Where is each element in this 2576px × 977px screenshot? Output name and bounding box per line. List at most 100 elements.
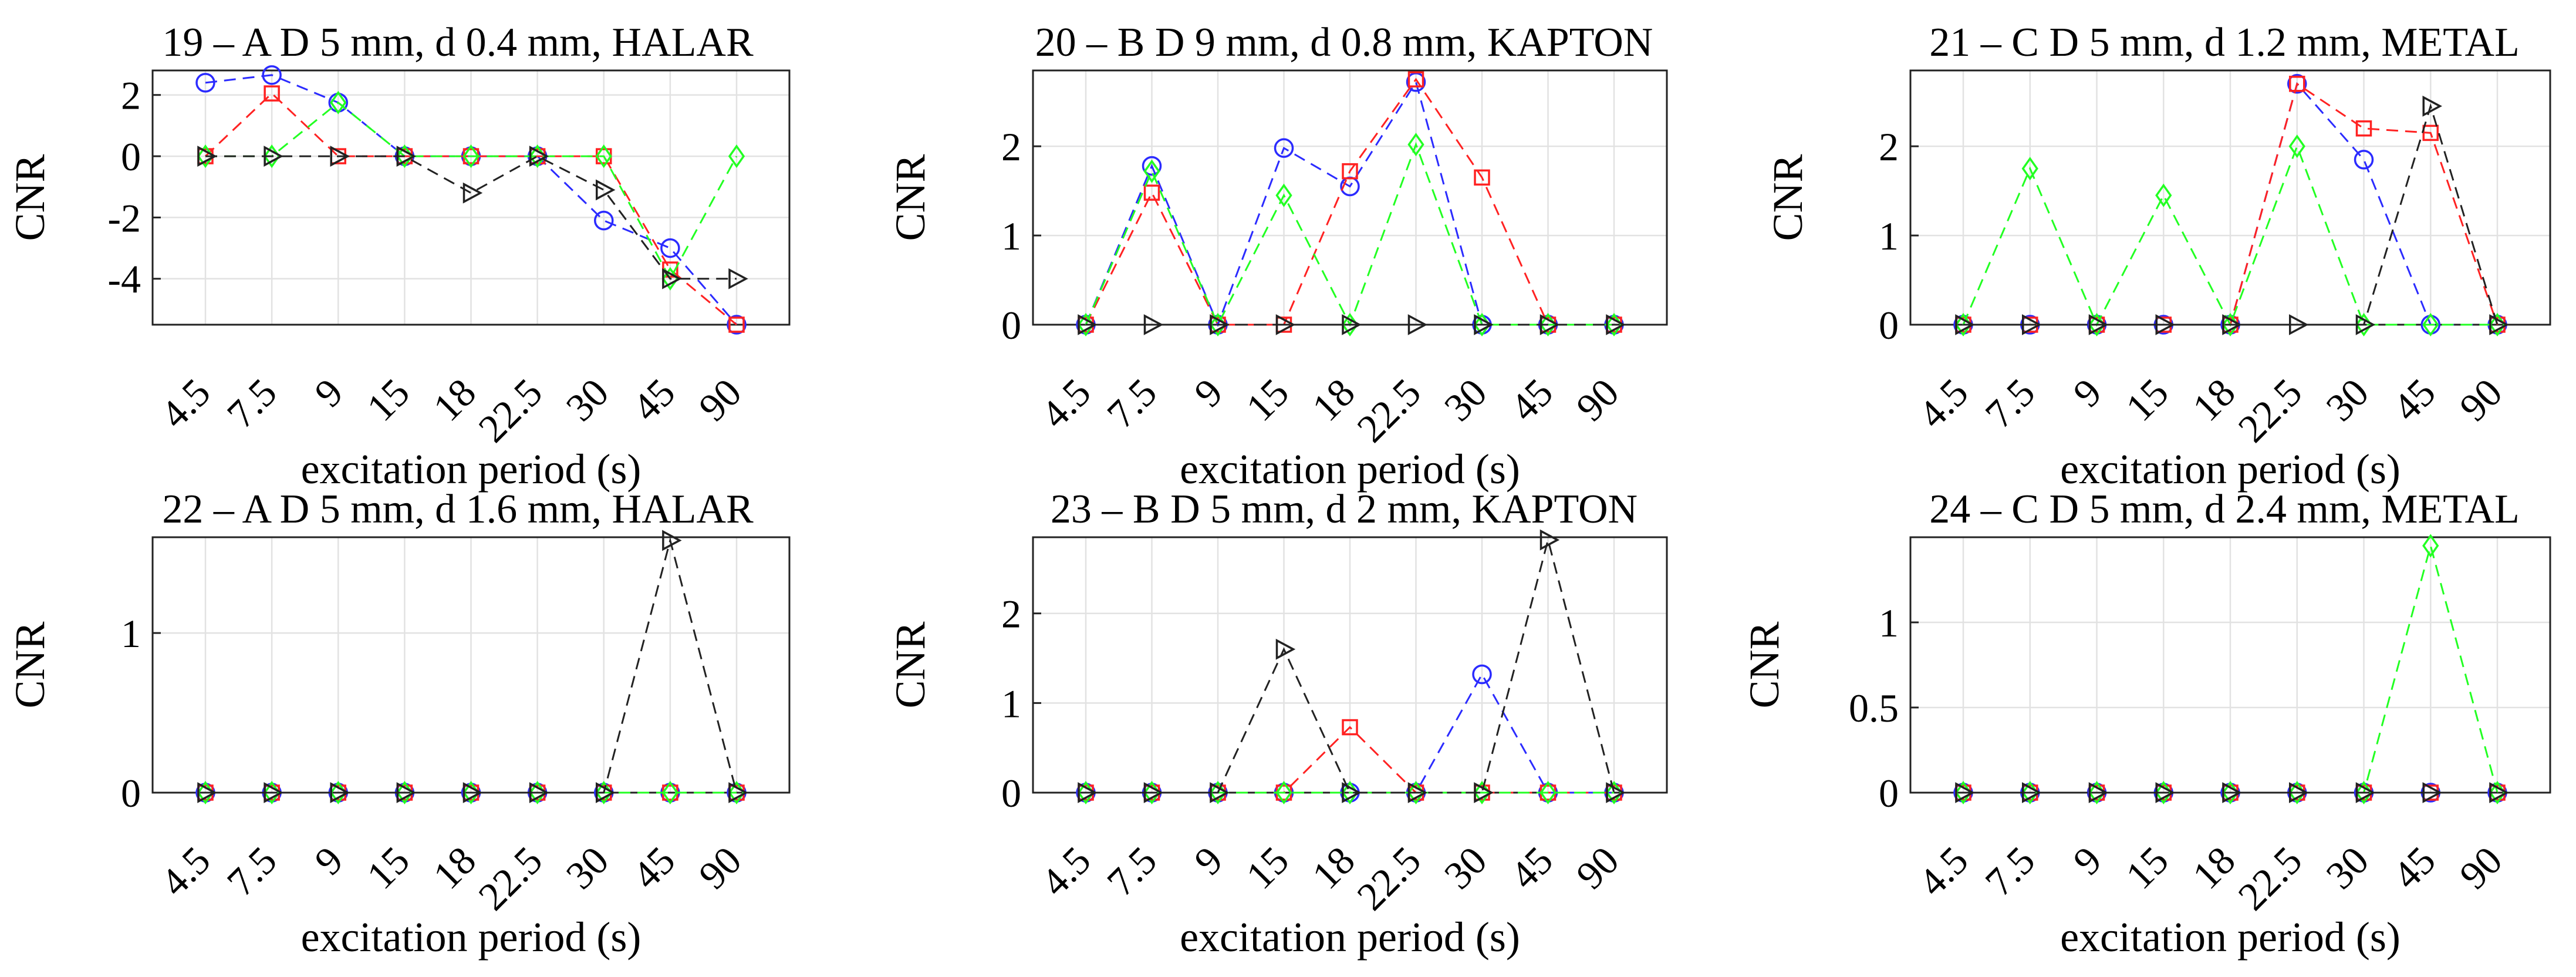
data-point-diamond bbox=[462, 144, 480, 169]
x-tick-label: 22.5 bbox=[1348, 838, 1429, 919]
y-axis-label: CNR bbox=[1764, 154, 1811, 241]
data-point-circle bbox=[1274, 138, 1294, 158]
x-tick-label: 22.5 bbox=[470, 838, 551, 919]
x-axis-label: excitation period (s) bbox=[1180, 914, 1520, 961]
x-tick-label: 7.5 bbox=[1977, 838, 2044, 905]
data-point-triangle bbox=[1606, 782, 1626, 803]
data-point-circle bbox=[195, 73, 215, 93]
y-tick-label: 0 bbox=[1879, 303, 1899, 348]
data-point-triangle bbox=[1078, 314, 1098, 335]
data-point-square bbox=[728, 316, 745, 333]
series-line bbox=[1085, 78, 1614, 326]
y-tick-label: 0.5 bbox=[1849, 686, 1899, 730]
y-tick-label: 0 bbox=[121, 134, 141, 179]
data-point-triangle bbox=[264, 146, 283, 167]
data-point-circle bbox=[2354, 150, 2374, 170]
x-tick-label: 4.5 bbox=[152, 838, 219, 905]
data-point-triangle bbox=[529, 146, 549, 167]
x-tick-label: 7.5 bbox=[1098, 370, 1165, 437]
y-tick-label: 2 bbox=[121, 73, 141, 118]
data-point-diamond bbox=[2155, 183, 2172, 207]
y-tick-label: 2 bbox=[1879, 124, 1899, 169]
series-line bbox=[1963, 103, 2499, 326]
subplot-3: 21 – C D 5 mm, d 1.2 mm, METAL 4.5 7.5 9 15 1… bbox=[1764, 20, 2551, 493]
subplot-title: 20 – B D 9 mm, d 0.8 mm, KAPTON bbox=[1035, 20, 1653, 65]
series-line bbox=[1085, 80, 1614, 328]
data-point-triangle bbox=[396, 782, 417, 803]
series-black-triangles bbox=[197, 530, 748, 803]
x-tick-label: 22.5 bbox=[1348, 370, 1429, 451]
data-point-triangle bbox=[1606, 314, 1626, 335]
x-tick-label: 45 bbox=[624, 838, 684, 898]
data-point-diamond bbox=[1407, 133, 1424, 157]
data-point-circle bbox=[2287, 74, 2307, 94]
data-point-triangle bbox=[728, 782, 748, 803]
data-point-diamond bbox=[2021, 157, 2038, 181]
data-point-square bbox=[1474, 169, 1490, 186]
series-line bbox=[204, 92, 737, 326]
x-tick-label: 30 bbox=[1436, 370, 1495, 430]
x-tick-label: 90 bbox=[690, 370, 750, 430]
subplot-title: 21 – C D 5 mm, d 1.2 mm, METAL bbox=[1929, 20, 2520, 65]
series-black-triangles bbox=[197, 146, 748, 289]
subplot-title: 24 – C D 5 mm, d 2.4 mm, METAL bbox=[1929, 487, 2520, 532]
y-tick-label: 0 bbox=[121, 771, 141, 816]
data-point-triangle bbox=[529, 782, 549, 803]
x-tick-label: 4.5 bbox=[152, 370, 219, 437]
data-point-triangle bbox=[1474, 314, 1494, 335]
x-tick-label: 15 bbox=[358, 370, 418, 430]
data-point-diamond bbox=[1275, 183, 1292, 207]
data-point-triangle bbox=[1143, 314, 1164, 335]
data-point-triangle bbox=[1275, 314, 1296, 335]
data-point-diamond bbox=[1539, 780, 1557, 805]
x-tick-label: 9 bbox=[2064, 838, 2110, 884]
data-point-triangle bbox=[197, 782, 217, 803]
data-point-circle bbox=[262, 65, 282, 85]
series-black-triangles bbox=[1955, 95, 2509, 335]
data-point-triangle bbox=[1342, 782, 1362, 803]
data-point-triangle bbox=[2022, 314, 2042, 335]
x-axis-label: excitation period (s) bbox=[1180, 446, 1520, 493]
x-tick-label: 22.5 bbox=[470, 370, 551, 451]
x-tick-label: 15 bbox=[358, 838, 418, 898]
data-point-triangle bbox=[662, 268, 682, 289]
data-point-circle bbox=[1472, 664, 1492, 685]
y-axis-label: CNR bbox=[887, 621, 934, 708]
x-tick-label: 45 bbox=[2384, 370, 2444, 430]
data-point-triangle bbox=[2222, 314, 2242, 335]
data-point-triangle bbox=[462, 782, 483, 803]
data-point-triangle bbox=[396, 146, 417, 167]
x-tick-label: 4.5 bbox=[1910, 370, 1977, 437]
data-point-square bbox=[1143, 184, 1160, 201]
x-tick-label: 30 bbox=[2317, 838, 2377, 898]
data-point-circle bbox=[1142, 156, 1162, 176]
data-point-diamond bbox=[661, 780, 679, 805]
x-tick-label: 30 bbox=[558, 838, 617, 898]
data-point-triangle bbox=[1342, 314, 1362, 335]
data-point-triangle bbox=[596, 179, 616, 201]
data-point-diamond bbox=[595, 144, 612, 169]
data-point-triangle bbox=[2289, 782, 2309, 803]
data-point-triangle bbox=[728, 268, 748, 289]
data-point-triangle bbox=[330, 146, 350, 167]
x-tick-label: 4.5 bbox=[1032, 838, 1099, 905]
x-tick-label: 45 bbox=[2384, 838, 2444, 898]
data-point-triangle bbox=[1210, 782, 1230, 803]
x-tick-label: 22.5 bbox=[2229, 370, 2310, 451]
subplot-4: 22 – A D 5 mm, d 1.6 mm, HALAR 4.5 7.5 9 15 1… bbox=[6, 487, 791, 961]
data-point-circle bbox=[660, 238, 680, 258]
data-point-diamond bbox=[1143, 159, 1160, 183]
x-tick-label: 90 bbox=[1568, 838, 1628, 898]
series-line bbox=[205, 155, 737, 280]
y-tick-label: 0 bbox=[1879, 771, 1899, 816]
series-line bbox=[205, 537, 738, 794]
x-tick-label: 45 bbox=[1501, 370, 1561, 430]
y-tick-label: 0 bbox=[1001, 771, 1021, 816]
x-tick-label: 30 bbox=[2317, 370, 2377, 430]
y-axis-label: CNR bbox=[1741, 621, 1788, 708]
data-point-square bbox=[264, 85, 280, 102]
series-black-triangles bbox=[1078, 314, 1626, 335]
x-axis-label: excitation period (s) bbox=[2060, 446, 2401, 493]
data-point-diamond bbox=[2422, 534, 2439, 558]
